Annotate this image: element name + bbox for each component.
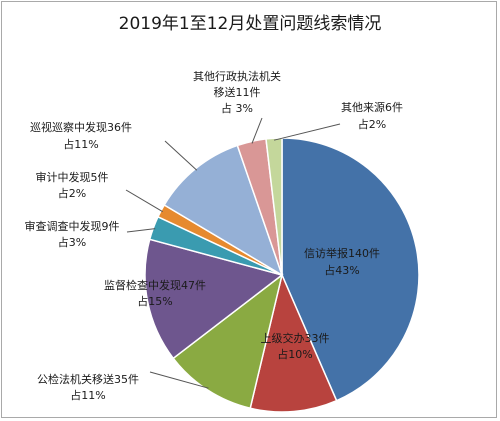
slice-percent: 占11% bbox=[63, 137, 98, 151]
slice-label: 监督检查中发现47件 bbox=[104, 278, 206, 292]
leader-line-2 bbox=[149, 371, 209, 389]
leader-lines bbox=[125, 117, 341, 389]
slice-label: 审计中发现5件 bbox=[36, 170, 109, 184]
label-xinfang: 信访举报140件 占43% bbox=[304, 246, 380, 277]
slice-percent: 占43% bbox=[324, 263, 359, 277]
slice-label: 上级交办33件 bbox=[261, 331, 330, 345]
pie-slice-0 bbox=[281, 137, 420, 402]
label-shencha: 审查调查中发现9件 占3% bbox=[25, 219, 120, 249]
leader-line-4 bbox=[126, 228, 156, 233]
leader-line-5 bbox=[125, 189, 163, 213]
slice-percent: 占 3% bbox=[221, 101, 253, 115]
slice-label: 其他来源6件 bbox=[341, 100, 403, 114]
leader-line-8 bbox=[273, 123, 341, 141]
slice-percent: 占11% bbox=[70, 388, 105, 402]
slice-label: 信访举报140件 bbox=[304, 246, 380, 260]
label-xingzheng: 其他行政执法机关 移送11件 占 3% bbox=[193, 69, 281, 115]
slice-label-line2: 移送11件 bbox=[214, 85, 261, 99]
slice-label: 巡视巡察中发现36件 bbox=[30, 120, 132, 134]
label-qita: 其他来源6件 占2% bbox=[341, 100, 403, 131]
slice-percent: 占15% bbox=[137, 294, 172, 308]
leader-line-7 bbox=[251, 117, 263, 144]
pie-slice-1 bbox=[249, 272, 338, 413]
label-xunshi: 巡视巡察中发现36件 占11% bbox=[30, 120, 132, 151]
pie-slices bbox=[144, 137, 420, 413]
label-jiandu: 监督检查中发现47件 占15% bbox=[104, 278, 206, 308]
slice-percent: 占2% bbox=[358, 117, 386, 131]
slice-percent: 占2% bbox=[58, 186, 86, 200]
chart-title: 2019年1至12月处置问题线索情况 bbox=[119, 14, 382, 34]
slice-label: 公检法机关移送35件 bbox=[37, 372, 139, 386]
slice-percent: 占3% bbox=[58, 235, 86, 249]
label-shangji: 上级交办33件 占10% bbox=[261, 331, 330, 361]
label-shenji: 审计中发现5件 占2% bbox=[36, 170, 109, 200]
slice-label-line1: 其他行政执法机关 bbox=[193, 69, 281, 83]
leader-line-6 bbox=[164, 140, 198, 171]
slice-percent: 占10% bbox=[277, 347, 312, 361]
pie-slice-3 bbox=[144, 238, 284, 360]
pie-slice-2 bbox=[172, 273, 284, 410]
slice-label: 审查调查中发现9件 bbox=[25, 219, 120, 233]
label-gongjianfa: 公检法机关移送35件 占11% bbox=[37, 372, 139, 402]
